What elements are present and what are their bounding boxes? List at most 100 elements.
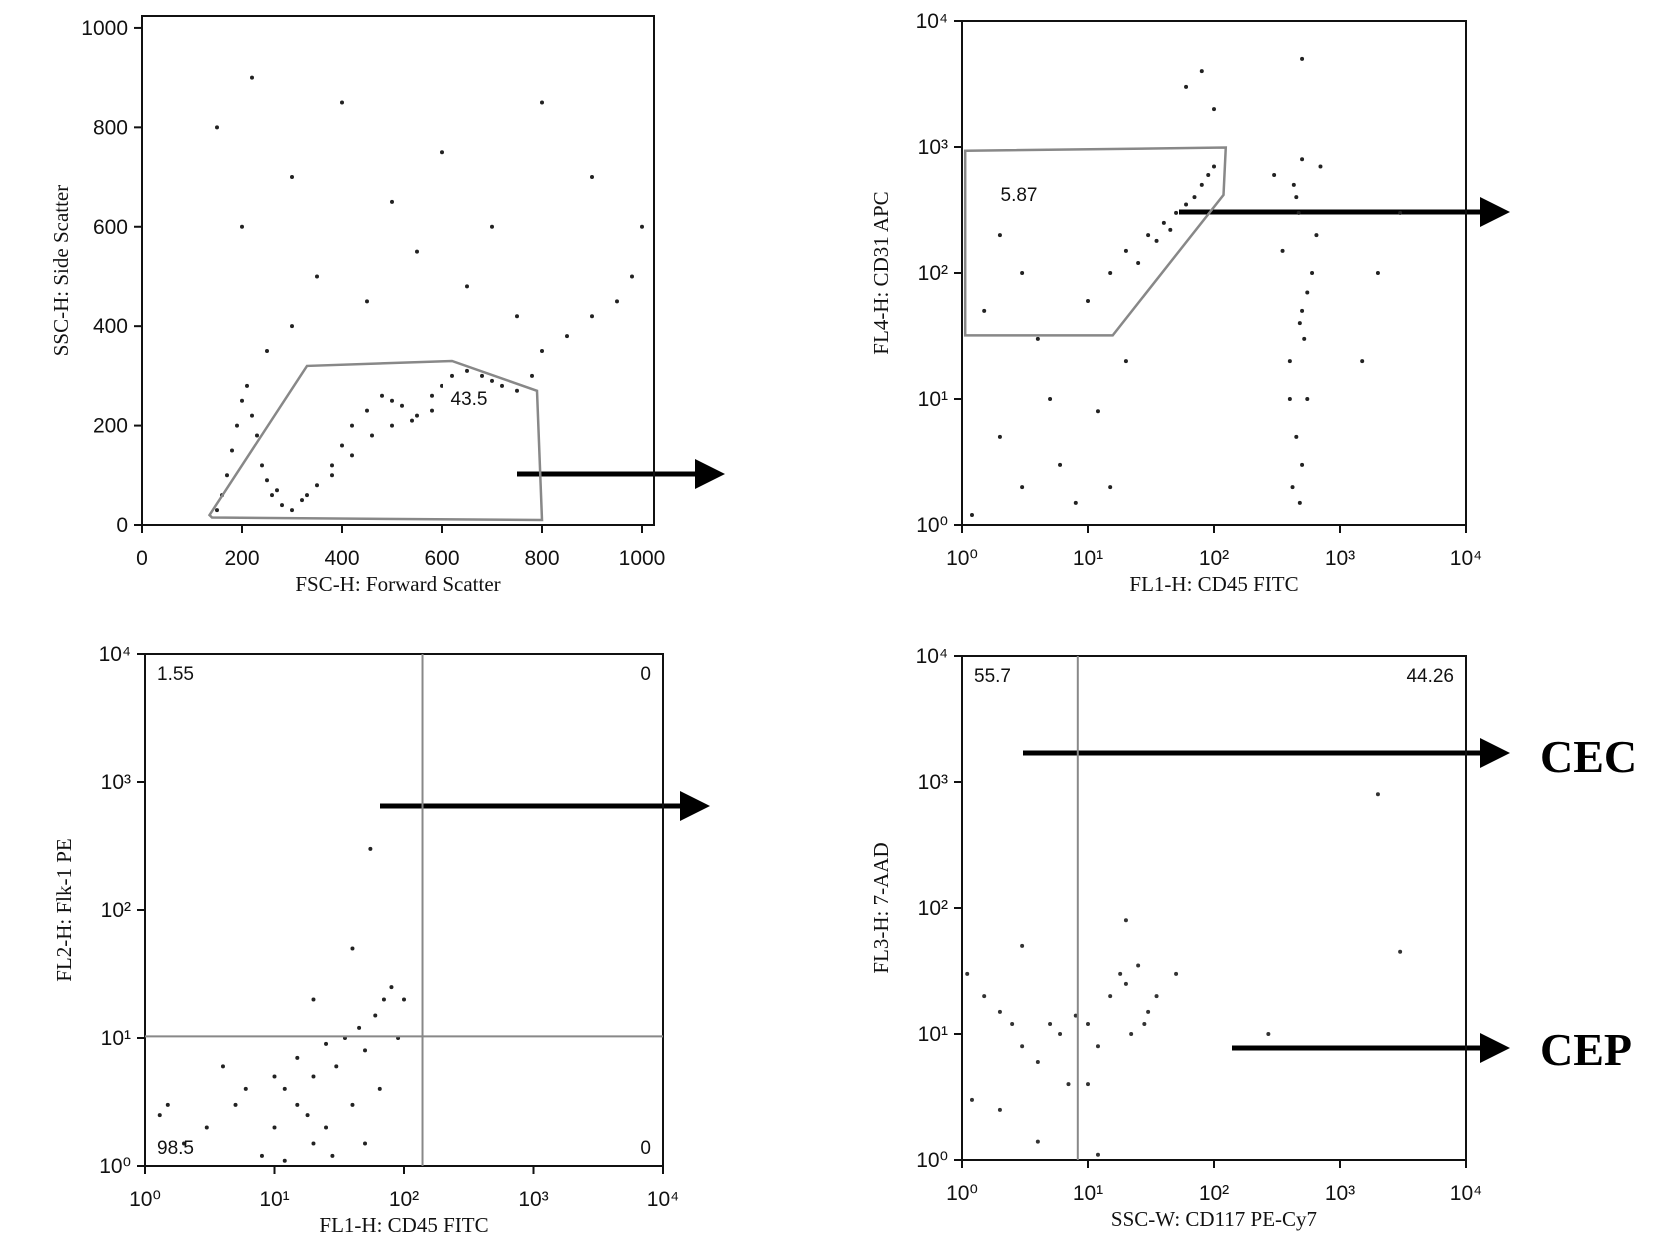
event-dot [290,175,294,180]
event-dot [390,199,394,204]
event-dot [1058,462,1063,467]
event-dot [363,1141,368,1146]
event-dot [165,1102,170,1107]
x-tick-label: 400 [324,547,359,570]
event-dot [365,408,369,413]
event-dot [565,334,569,339]
event-dot [363,1048,368,1053]
plot-frame [144,653,664,1167]
event-dot [1297,500,1302,505]
event-dot [1123,981,1128,986]
event-dot [240,398,244,403]
event-dot [1294,434,1299,439]
gate-label-bg [443,383,495,411]
y-tick-label: 10³ [101,771,131,794]
y-tick-label: 10² [918,262,948,285]
event-dot [1154,994,1159,999]
y-tick-label: 400 [93,315,128,338]
plot-frame [141,15,655,526]
event-dot [272,1074,277,1079]
event-dot [260,463,264,468]
event-dot [1375,271,1380,275]
event-dot [255,433,259,438]
event-dot [1305,397,1310,401]
event-dot [1398,949,1403,954]
event-dot [235,423,239,428]
gate-label: 5.87 [1001,185,1038,206]
y-axis-label: SSC-H: Side Scatter [49,185,73,357]
x-tick-label: 600 [424,547,459,570]
event-dot [324,1041,329,1046]
x-tick-label: 10⁴ [647,1188,679,1211]
event-dot [430,393,434,398]
event-dot [350,946,355,951]
event-dot [1095,409,1100,414]
y-tick-label: 10⁴ [916,645,948,668]
event-dot [640,224,644,229]
event-dot [1035,336,1040,341]
event-dot [1287,359,1292,364]
event-dot [1184,84,1189,89]
event-dot [1296,210,1301,215]
event-dot [295,1102,300,1107]
event-dot [243,1086,248,1091]
panel: 0 200 400 600 800 1000 0 200 400 600 800 1000 FSC-H:… [49,15,665,596]
x-tick-label: 10⁰ [946,1182,978,1205]
event-dot [1300,157,1305,162]
event-dot [1136,963,1141,968]
x-axis-label: FL1-H: CD45 FITC [1129,572,1298,596]
event-dot [1302,336,1307,341]
event-dot [1123,918,1128,923]
event-dot [982,308,987,313]
event-dot [997,434,1002,439]
x-tick-label: 200 [224,547,259,570]
event-dot [311,1074,316,1079]
event-dot [1010,1022,1015,1027]
event-dot [259,1153,264,1158]
event-dot [1266,1032,1271,1036]
gate-label: 43.5 [451,389,488,410]
event-dot [265,478,269,483]
event-dot [540,349,544,354]
event-dot [1287,397,1292,401]
event-dot [282,1086,287,1091]
event-dot [1272,172,1277,177]
event-dot [1184,202,1189,207]
event-dot [415,413,419,418]
event-dot [390,423,394,428]
event-dot [540,100,544,105]
event-dot [1146,1009,1151,1014]
y-tick-label: 10⁰ [916,1149,948,1172]
event-dot [1146,233,1151,238]
event-dot [1066,1082,1071,1087]
event-dot [590,314,594,319]
event-dot [1290,485,1295,490]
y-tick-label: 10¹ [918,388,948,411]
x-tick-label: 10⁰ [946,547,978,570]
event-dot [1086,1022,1090,1027]
event-dot [1108,485,1113,490]
event-dot [1020,943,1025,948]
x-tick-label: 10³ [1325,1182,1355,1205]
event-dot [311,1141,316,1146]
plot-frame [961,20,1467,526]
event-dot [1199,69,1204,74]
event-dot [1142,1022,1147,1027]
event-dot [1095,1044,1100,1049]
event-dot [1095,1152,1100,1157]
event-dot [969,513,974,518]
x-axis-label: FL1-H: CD45 FITC [319,1213,488,1237]
event-dot [415,249,419,254]
event-dot [381,997,386,1002]
event-dot [233,1102,238,1107]
x-tick-label: 10² [389,1188,419,1211]
event-dot [1375,792,1380,797]
event-dot [245,383,249,388]
event-dot [1058,1032,1063,1036]
event-dot [290,324,294,329]
y-tick-label: 10⁰ [916,514,948,537]
event-dot [1048,1022,1053,1027]
x-tick-label: 10¹ [1073,1182,1103,1205]
event-dot [1294,195,1299,200]
panel: 10⁰ 10¹ 10² 10³ 10⁴ 10⁰ 10¹ 10² 10³ 10⁴ FL1-H: CD4… [869,10,1482,596]
